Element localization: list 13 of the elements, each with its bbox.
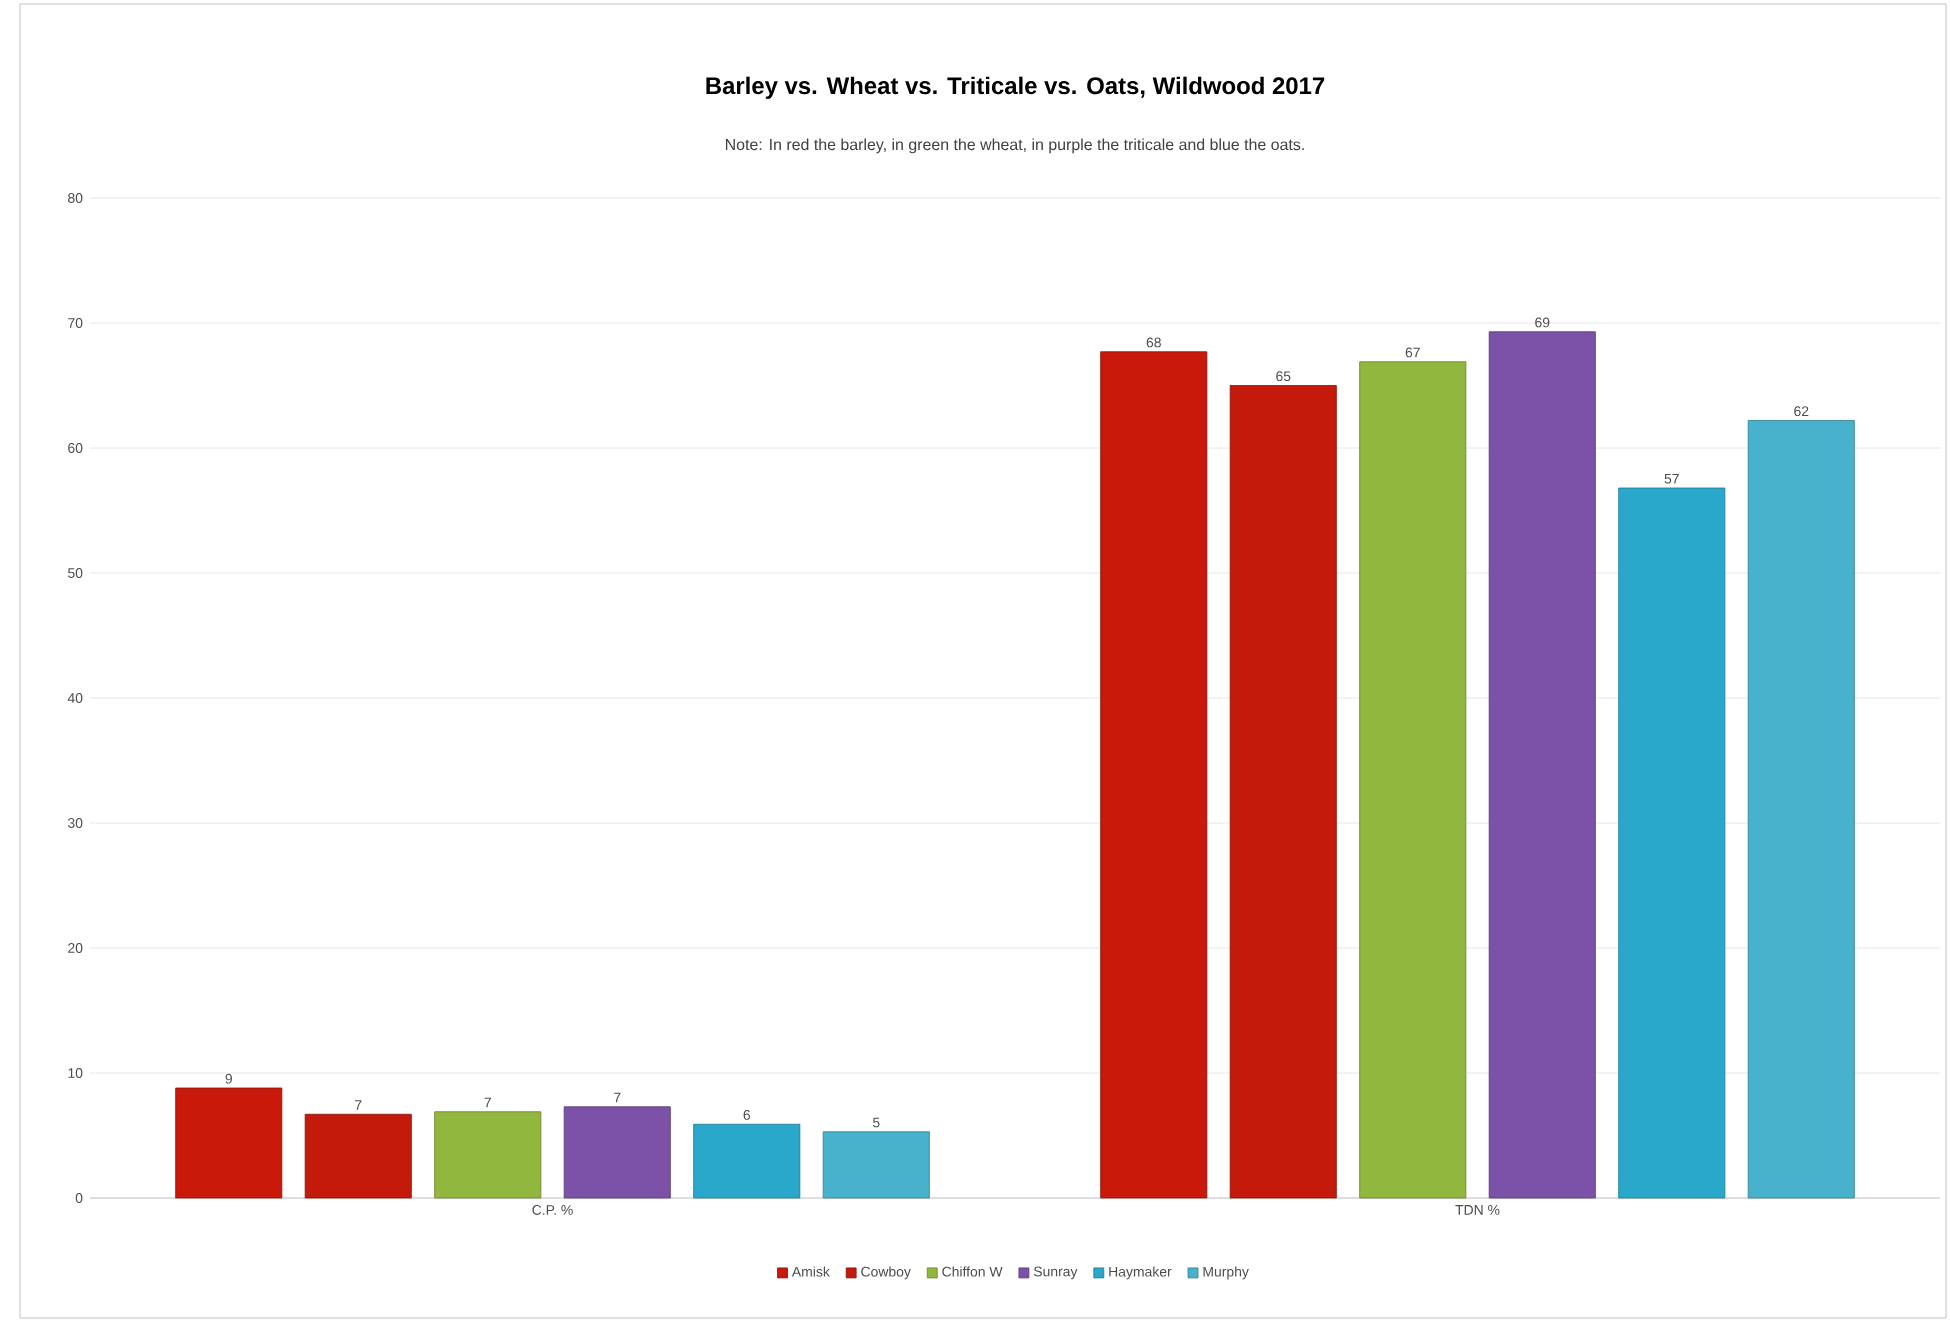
bar <box>434 1111 542 1199</box>
bar <box>1359 361 1467 1199</box>
bar <box>822 1131 930 1199</box>
bar <box>175 1087 283 1199</box>
bar <box>1488 331 1596 1199</box>
bar <box>563 1106 671 1199</box>
bar <box>304 1113 412 1199</box>
bar <box>1618 487 1726 1199</box>
bar <box>693 1123 801 1199</box>
bar <box>1100 351 1208 1199</box>
bar <box>1747 420 1855 1199</box>
chart-title: Barley vs. Wheat vs. Triticale vs. Oats, Wildwood 2017 <box>706 76 1325 99</box>
bar <box>1229 385 1337 1199</box>
